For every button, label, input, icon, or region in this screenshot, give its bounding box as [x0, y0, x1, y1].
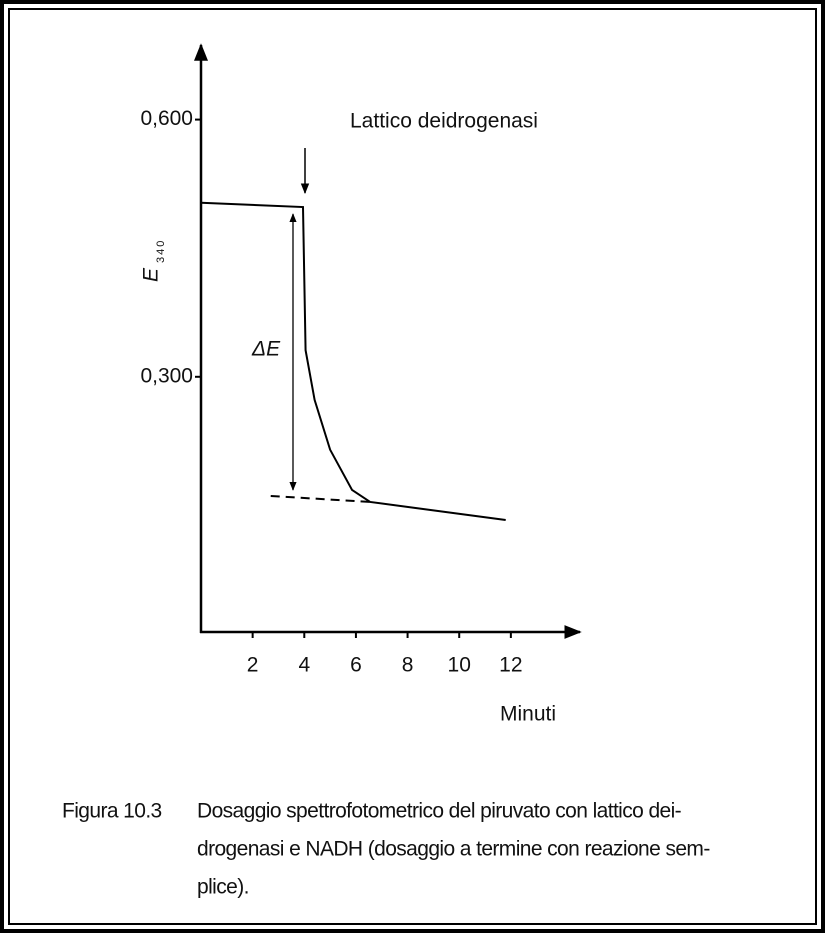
y-tick-label: 0,300	[140, 364, 193, 387]
x-tick-label: 2	[247, 654, 259, 677]
x-tick-label: 6	[350, 654, 362, 677]
y-axis-label-sub: 340	[155, 239, 167, 263]
x-tick-label: 12	[499, 654, 522, 677]
x-tick-label: 8	[402, 654, 414, 677]
x-tick-label: 10	[448, 654, 471, 677]
annotation: Lattico deidrogenasi	[350, 110, 538, 133]
caption-line: plice).	[197, 876, 249, 899]
inner-frame	[8, 8, 817, 925]
data-line	[200, 201, 506, 521]
y-axis-label: E 340	[140, 239, 167, 282]
caption-label: Figura 10.3	[62, 800, 162, 823]
y-tick-label: 0,600	[140, 107, 193, 130]
annotation: ΔE	[251, 338, 281, 361]
data-line	[270, 494, 371, 503]
x-tick-label: 4	[298, 654, 310, 677]
caption-line: drogenasi e NADH (dosaggio a termine con…	[197, 838, 710, 861]
x-axis-label: Minuti	[500, 703, 556, 726]
caption-line: Dosaggio spettrofotometrico del piruvato…	[197, 800, 682, 823]
y-axis-label-main: E	[140, 267, 163, 282]
